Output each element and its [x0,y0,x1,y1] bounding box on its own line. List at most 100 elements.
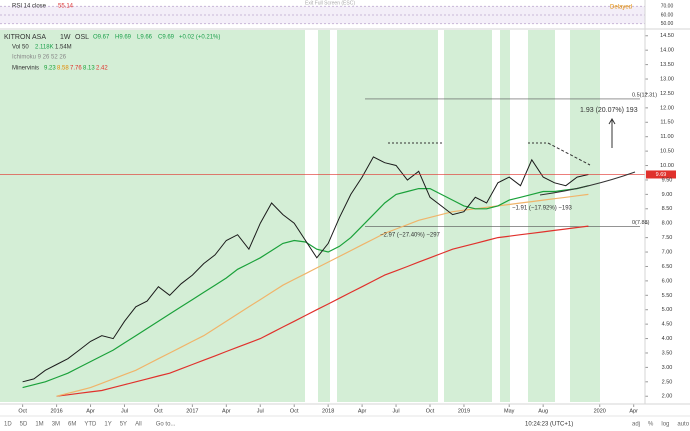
measure-arrow-head [608,118,616,125]
moving-average [56,193,589,397]
y-tick-label: 9.00 [662,192,673,198]
minervini-value: 8.58 [57,66,69,72]
scale-option[interactable]: auto [677,422,689,428]
fib-level-label: 0(7.88) [632,220,650,226]
y-tick-label: 13.50 [660,62,674,68]
scale-option[interactable]: adj [632,422,640,428]
range-button[interactable]: 1M [35,422,43,428]
rsi-tick-label: 60.00 [661,12,674,18]
y-tick-label: 6.00 [662,278,673,284]
signal-zones [0,30,600,402]
x-tick-label: May [504,408,515,414]
rsi-label: RSI 14 close [12,4,47,10]
range-button[interactable]: All [135,422,142,428]
y-tick-label: 6.50 [662,264,673,270]
ohlc-high: H9.69 [115,35,132,41]
y-tick-label: 13.00 [660,76,674,82]
x-tick-label: Jul [121,408,128,414]
clock: 10:24:23 (UTC+1) [525,422,573,428]
y-tick-label: 4.00 [662,336,673,342]
symbol: KITRON ASA [4,34,46,41]
range-button[interactable]: 1Y [104,422,111,428]
cup-curve [539,171,636,196]
y-tick-label: 14.50 [660,33,674,39]
x-tick-label: Apr [358,408,367,414]
x-tick-label: 2019 [458,408,470,414]
y-tick-label: 12.00 [660,105,674,111]
x-tick-label: Oct [290,408,299,414]
y-tick-label: 2.00 [662,394,673,400]
y-tick-label: 8.50 [662,206,673,212]
x-tick-label: 2016 [50,408,62,414]
minervini-value: 2.42 [96,66,108,72]
signal-zone [570,30,600,402]
y-tick-label: 7.00 [662,249,673,255]
exchange: OSL [75,34,89,41]
y-tick-label: 11.00 [660,134,673,140]
range-button[interactable]: 5Y [120,422,127,428]
plot [0,5,676,407]
range-button[interactable]: 5D [20,422,28,428]
y-tick-label: 7.50 [662,235,673,241]
minervini-label: Minervinis [12,66,39,72]
y-tick-label: 9.50 [662,177,673,183]
rsi-tick-label: 50.00 [661,21,674,27]
ohlc-close: C9.69 [158,35,175,41]
x-tick-label: Jul [257,408,264,414]
moving-average [22,185,589,389]
last-price-badge [646,170,676,179]
volume-value: 2.118K [35,45,54,51]
rsi-band [0,6,645,24]
exit-hint: Exit Full Screen (ESC) [305,0,355,6]
x-tick-label: Oct [18,408,27,414]
range-button[interactable]: YTD [84,422,97,428]
y-tick-label: 3.00 [662,365,673,371]
y-tick-label: 14.00 [660,48,674,54]
y-tick-label: 5.50 [662,293,673,299]
range-button[interactable]: 3M [52,422,60,428]
interval: 1W [60,34,71,41]
volume-label: Vol 50 [12,45,29,51]
y-tick-label: 2.50 [662,379,673,385]
minervini-value: 8.13 [83,66,95,72]
x-tick-label: Jul [393,408,400,414]
y-tick-label: 10.00 [660,163,674,169]
signal-zone [500,30,510,402]
y-tick-label: 12.50 [660,91,674,97]
rsi-tick-label: 70.00 [661,4,674,10]
x-tick-label: Oct [154,408,163,414]
signal-zone [0,30,305,402]
y-tick-label: 4.50 [662,322,673,328]
volume-average: 1.54M [55,45,72,51]
y-tick-label: 5.00 [662,307,673,313]
x-tick-label: Oct [426,408,435,414]
signal-zone [318,30,330,402]
ichimoku-label: Ichimoku 9 26 52 26 [12,55,67,61]
measure-drop: −2.97 (−27.40%) −297 [380,233,441,239]
signal-zone [337,30,438,402]
y-tick-label: 3.50 [662,350,673,356]
scale-option[interactable]: % [648,422,654,428]
measure-up: 1.93 (20.07%) 193 [580,107,638,114]
price-line [22,156,589,383]
x-tick-label: 2020 [594,408,606,414]
x-tick-label: Apr [222,408,231,414]
delayed-status[interactable]: Delayed [610,5,632,11]
y-tick-label: 10.50 [660,149,674,155]
ohlc-low: L9.66 [137,35,153,41]
signal-zone [444,30,492,402]
last-price-label: 9.69 [656,172,667,178]
x-tick-label: Apr [86,408,95,414]
moving-average [56,225,589,397]
x-tick-label: Apr [629,408,638,414]
y-tick-label: 11.50 [660,120,673,126]
minervini-value: 9.23 [44,66,56,72]
x-tick-label: 2018 [322,408,334,414]
trend-line [547,142,591,166]
goto-button[interactable]: Go to... [156,422,176,428]
scale-option[interactable]: log [661,422,669,428]
range-button[interactable]: 1D [4,422,12,428]
toolbar: 1D 5D 1M 3M 6M YTD 1Y 5Y All Go to... adj% log auto [4,422,690,428]
range-button[interactable]: 6M [68,422,76,428]
